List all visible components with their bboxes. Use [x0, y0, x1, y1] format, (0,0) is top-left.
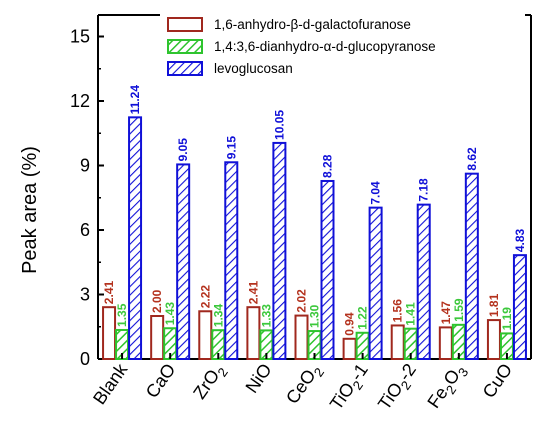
y-tick-label: 12 [70, 91, 90, 111]
data-label: 11.24 [128, 85, 142, 115]
data-label: 10.05 [272, 110, 286, 140]
y-tick-label: 3 [80, 285, 90, 305]
data-label: 4.83 [513, 228, 527, 252]
x-tick-label: CeO2 [282, 360, 327, 410]
bar-s3 [512, 254, 527, 360]
bar-s1 [438, 326, 453, 360]
bar-s1 [294, 314, 309, 361]
bar-s3 [464, 172, 479, 360]
y-tick-label: 0 [80, 349, 90, 369]
data-label: 1.30 [308, 304, 322, 328]
bar-s1 [150, 315, 165, 360]
legend-swatch-s2 [167, 39, 203, 54]
x-tick-label: TiO2-1 [326, 360, 375, 416]
data-label: 1.43 [163, 302, 177, 326]
bar-s3 [368, 206, 383, 360]
data-label: 2.00 [150, 289, 164, 313]
x-tick-label: ZrO2 [189, 360, 231, 405]
y-axis-label: Peak area (%) [19, 146, 41, 274]
bar-s3 [416, 203, 431, 360]
legend-box [160, 8, 525, 83]
bar-s1 [342, 337, 357, 361]
data-label: 7.04 [369, 181, 383, 205]
x-tick-label: NiO [242, 360, 276, 397]
x-tick-label: CuO [479, 360, 517, 402]
bar-s3 [176, 163, 191, 360]
data-label: 1.81 [487, 293, 501, 317]
x-tick-label: Blank [89, 359, 132, 408]
data-label: 1.59 [452, 298, 466, 322]
data-label: 9.05 [176, 138, 190, 162]
data-label: 7.18 [417, 178, 431, 202]
data-label: 2.41 [102, 281, 116, 305]
plot-area: 036912152.411.3511.24Blank2.001.439.05Ca… [70, 8, 532, 416]
data-label: 1.22 [356, 306, 370, 330]
bar-s1 [246, 306, 261, 360]
data-label: 2.41 [246, 281, 260, 305]
legend-label-s3: levoglucosan [214, 61, 293, 76]
y-tick-label: 6 [80, 220, 90, 240]
data-label: 9.15 [224, 136, 238, 160]
x-tick-label: Fe2O3 [423, 360, 471, 414]
data-label: 1.47 [439, 301, 453, 325]
data-label: 1.19 [500, 307, 514, 331]
bar-s1 [102, 306, 117, 360]
x-tick-label: CaO [142, 360, 180, 402]
data-label: 0.94 [343, 312, 357, 336]
data-label: 8.28 [321, 154, 335, 178]
legend-label-s2: 1,4:3,6-dianhydro-α-d-glucopyranose [214, 39, 436, 54]
bar-s1 [390, 324, 405, 360]
data-label: 1.56 [391, 299, 405, 323]
data-label: 8.62 [465, 147, 479, 171]
data-label: 1.35 [115, 303, 129, 327]
x-tick-label: TiO2-2 [374, 360, 423, 416]
bar-s3 [128, 116, 143, 360]
bar-s1 [198, 310, 213, 360]
data-label: 1.41 [404, 302, 418, 326]
data-label: 1.33 [259, 304, 273, 328]
data-label: 2.02 [295, 289, 309, 313]
legend-swatch-s1 [167, 17, 203, 32]
legend-label-s1: 1,6-anhydro-β-d-galactofuranose [214, 17, 411, 32]
bar-s3 [224, 161, 239, 360]
legend-swatch-s3 [167, 61, 203, 76]
bar-s3 [272, 141, 287, 360]
data-label: 2.22 [198, 285, 212, 309]
bar-s1 [486, 319, 501, 360]
y-tick-label: 15 [70, 27, 90, 47]
bar-s3 [320, 179, 335, 360]
y-tick-label: 9 [80, 156, 90, 176]
data-label: 1.34 [211, 304, 225, 328]
